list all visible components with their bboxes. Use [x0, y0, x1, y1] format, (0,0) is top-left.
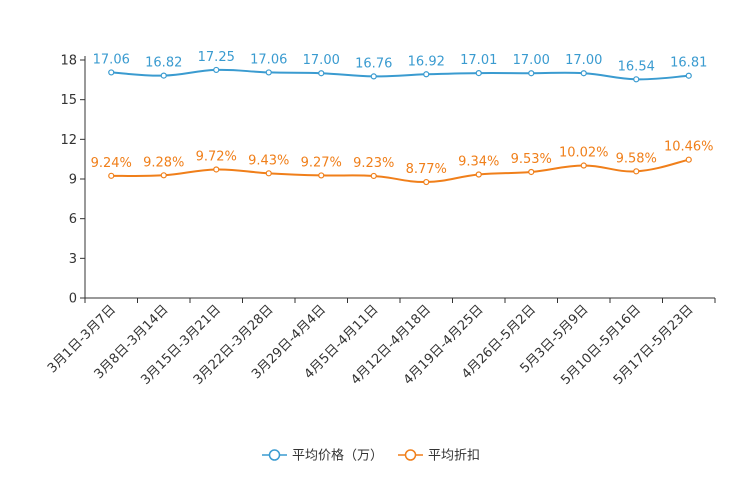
data-label: 9.28%: [143, 155, 184, 170]
data-label: 17.06: [250, 52, 287, 67]
data-label: 17.01: [460, 53, 497, 68]
data-point[interactable]: [423, 71, 430, 78]
x-axis: 3月1日-3月7日3月8日-3月14日3月15日-3月21日3月22日-3月28…: [45, 297, 716, 388]
data-point[interactable]: [580, 70, 587, 77]
y-tick-label: 0: [69, 292, 77, 307]
data-point[interactable]: [528, 168, 535, 176]
data-label: 8.77%: [406, 162, 447, 177]
legend-item-1[interactable]: 平均价格（万）: [262, 448, 383, 464]
data-point[interactable]: [475, 171, 482, 178]
series-layer: 17.06 16.82 17.25 17.06 17.00 16.76 16.92 17.01…: [91, 50, 714, 186]
data-point[interactable]: [160, 172, 167, 179]
data-point[interactable]: [318, 70, 325, 77]
data-point[interactable]: [160, 72, 167, 79]
y-tick-label: 3: [69, 252, 77, 267]
legend-label: 平均价格（万）: [292, 448, 383, 464]
series-2: 9.24% 9.28% 9.72% 9.43% 9.27% 9.23% 8.77% 9.34%…: [91, 140, 714, 186]
y-tick-label: 9: [69, 173, 77, 188]
data-point[interactable]: [370, 172, 377, 180]
data-label: 17.00: [565, 53, 602, 68]
data-point[interactable]: [213, 166, 220, 173]
data-label: 9.53%: [511, 152, 552, 167]
data-label: 9.43%: [248, 153, 289, 168]
data-point[interactable]: [633, 76, 640, 83]
y-tick-label: 15: [60, 93, 77, 108]
data-label: 9.23%: [353, 156, 394, 171]
legend-marker-icon: [404, 449, 417, 461]
data-label: 16.76: [355, 56, 392, 71]
data-label: 10.02%: [559, 146, 609, 161]
data-label: 10.46%: [664, 140, 714, 155]
data-label: 17.00: [303, 53, 340, 68]
data-point[interactable]: [370, 73, 377, 80]
data-label: 17.00: [513, 53, 550, 68]
data-point[interactable]: [580, 162, 587, 169]
data-label: 17.25: [198, 50, 235, 65]
data-point[interactable]: [423, 178, 430, 186]
data-point[interactable]: [318, 172, 325, 179]
data-label: 16.81: [670, 56, 707, 71]
data-label: 16.92: [408, 54, 445, 69]
y-tick-label: 18: [60, 54, 77, 69]
data-point[interactable]: [108, 69, 115, 76]
legend-marker-icon: [268, 449, 281, 461]
data-label: 9.27%: [301, 155, 342, 170]
y-tick-label: 12: [60, 133, 77, 148]
data-point[interactable]: [265, 69, 272, 76]
series-1: 17.06 16.82 17.25 17.06 17.00 16.76 16.92 17.01…: [93, 50, 707, 83]
data-label: 9.58%: [616, 151, 657, 166]
y-axis: 0 3 6 9 12 15 18: [60, 54, 86, 307]
data-point[interactable]: [108, 172, 115, 179]
data-point[interactable]: [265, 170, 272, 177]
data-point[interactable]: [213, 66, 220, 74]
data-point[interactable]: [475, 69, 482, 77]
data-point[interactable]: [685, 156, 692, 163]
data-point[interactable]: [528, 70, 535, 77]
legend-label: 平均折扣: [428, 449, 480, 464]
data-label: 9.72%: [196, 149, 237, 164]
data-label: 16.54: [618, 59, 655, 74]
data-label: 9.24%: [91, 156, 132, 171]
legend-item-2[interactable]: 平均折扣: [398, 449, 480, 464]
data-point[interactable]: [685, 72, 692, 79]
data-label: 9.34%: [458, 155, 499, 170]
data-label: 17.06: [93, 52, 130, 67]
data-label: 16.82: [145, 56, 182, 71]
series-line: [111, 68, 689, 81]
legend[interactable]: 平均价格（万） 平均折扣: [262, 448, 480, 464]
series-line: [111, 158, 689, 184]
data-point[interactable]: [633, 168, 640, 175]
y-tick-label: 6: [69, 212, 77, 227]
